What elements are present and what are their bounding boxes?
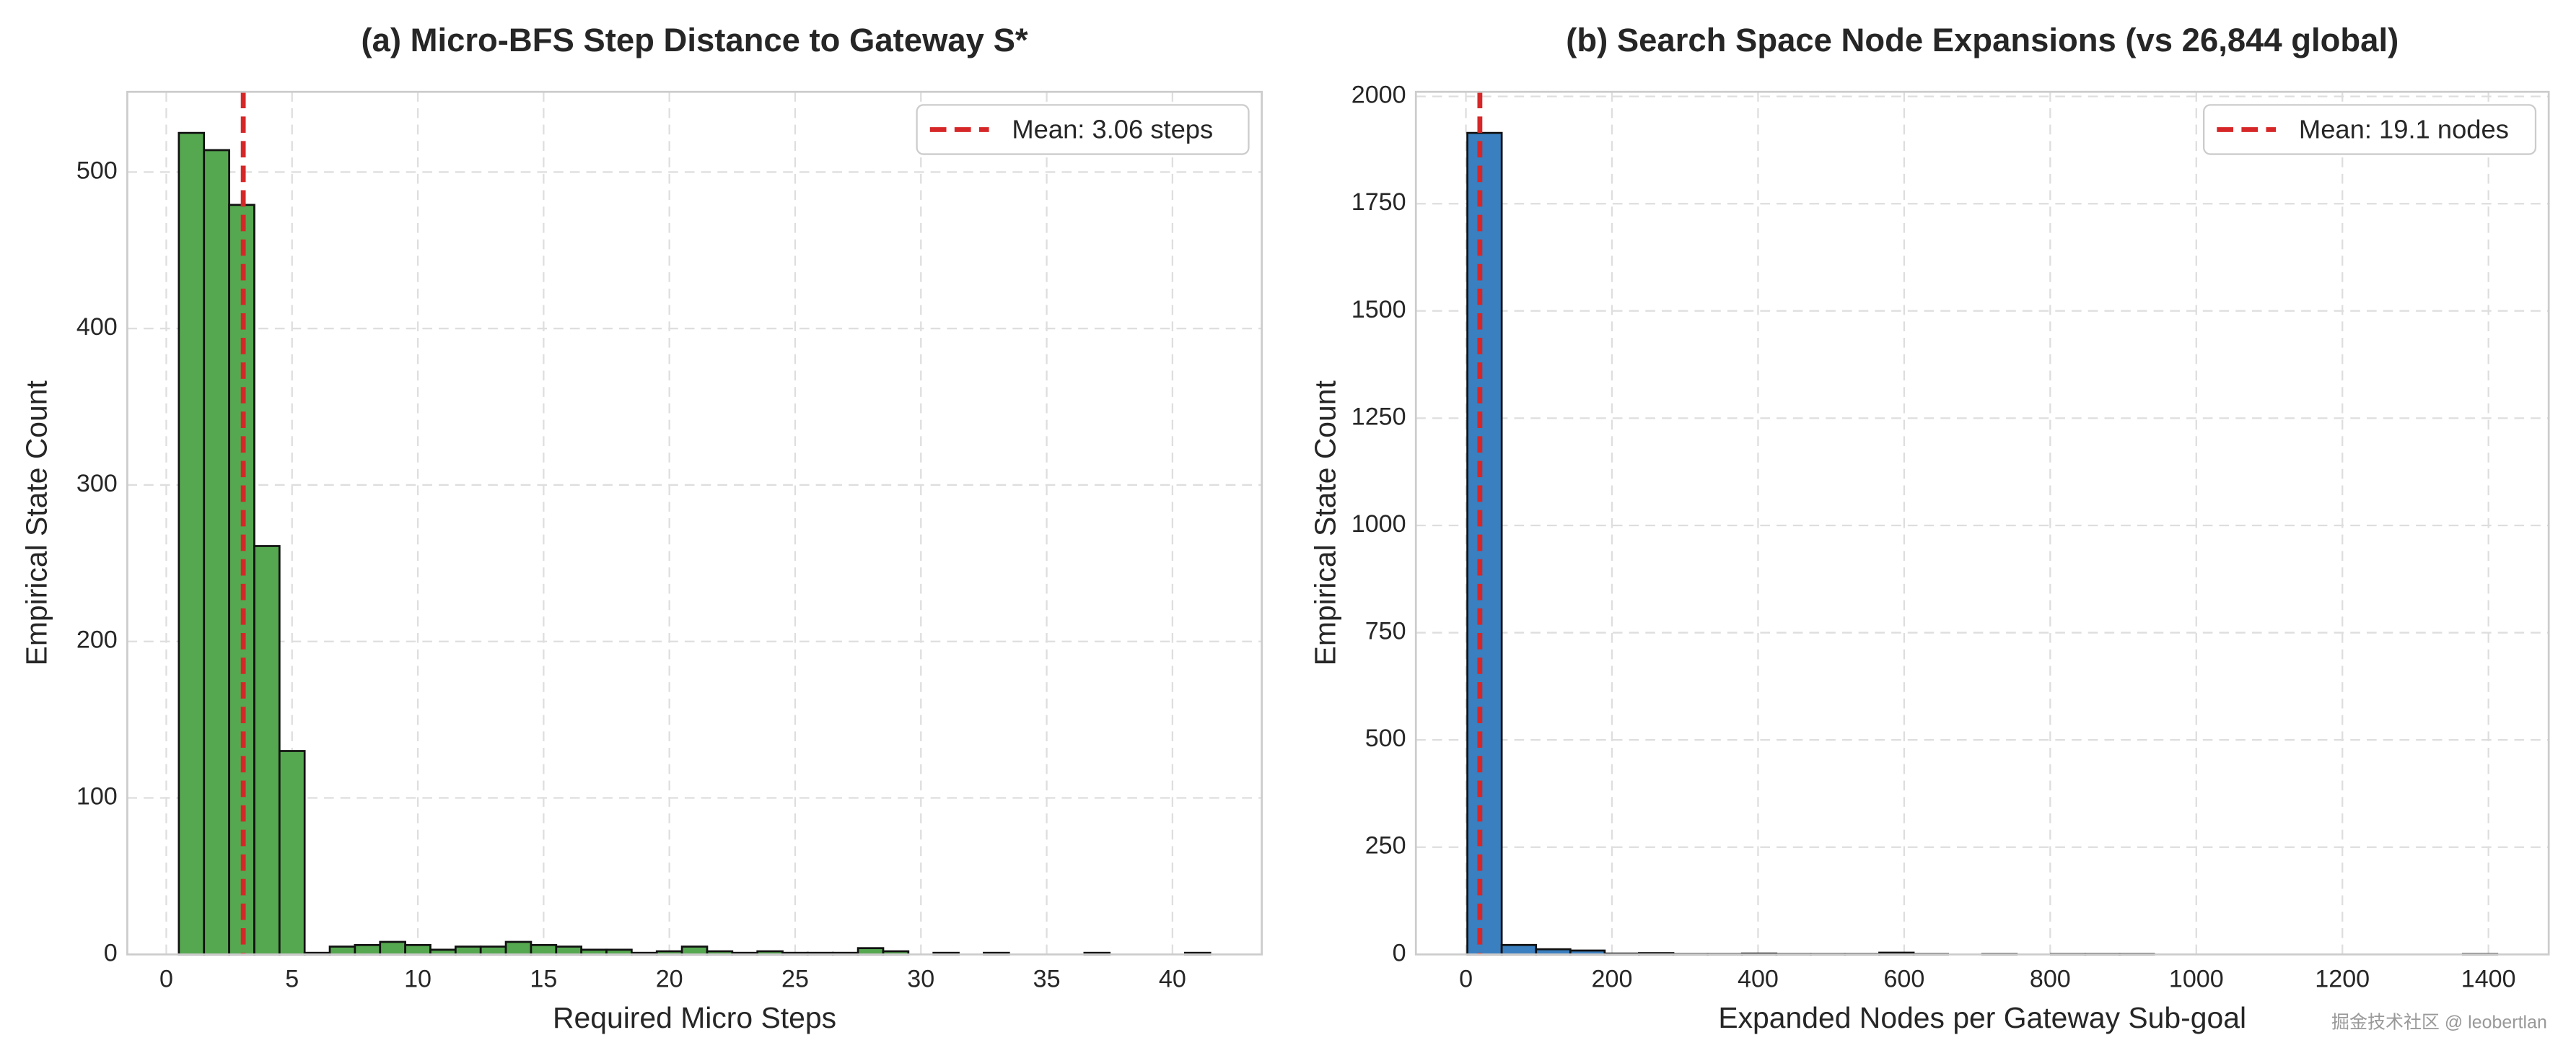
x-tick-label: 35 <box>1033 966 1061 993</box>
x-tick-label: 10 <box>404 966 431 993</box>
y-tick-label: 1250 <box>1351 403 1406 430</box>
y-tick-label: 500 <box>76 157 118 184</box>
plot-area <box>127 92 1262 955</box>
y-tick-label: 1750 <box>1351 188 1406 216</box>
bar <box>454 946 482 956</box>
bar <box>555 946 583 956</box>
x-tick-label: 1000 <box>2169 966 2224 993</box>
x-axis-label: Required Micro Steps <box>553 1001 836 1034</box>
frame <box>126 90 1263 956</box>
frame <box>1414 90 2550 956</box>
y-tick-label: 500 <box>1365 725 1406 752</box>
y-tick-label: 0 <box>1393 939 1406 966</box>
legend-label: Mean: 3.06 steps <box>1012 114 1213 144</box>
x-axis-label: Expanded Nodes per Gateway Sub-goal <box>1718 1001 2246 1034</box>
bar <box>479 946 507 956</box>
x-tick-label: 400 <box>1738 966 1779 993</box>
legend-label: Mean: 19.1 nodes <box>2299 114 2509 144</box>
y-tick-label: 1000 <box>1351 510 1406 538</box>
x-tick-label: 0 <box>159 966 173 993</box>
y-tick-label: 0 <box>104 939 118 966</box>
bar <box>1500 943 1538 956</box>
bar <box>328 946 356 956</box>
bar <box>203 149 230 956</box>
y-tick-label: 200 <box>76 626 118 654</box>
x-tick-label: 20 <box>656 966 683 993</box>
x-tick-label: 15 <box>530 966 557 993</box>
legend-box <box>916 104 1250 155</box>
chart-title: (a) Micro-BFS Step Distance to Gateway S… <box>361 22 1028 58</box>
bar <box>379 940 406 956</box>
y-tick-label: 1500 <box>1351 296 1406 323</box>
watermark: 掘金技术社区 @ leobertlan <box>2331 1012 2547 1032</box>
x-tick-label: 600 <box>1883 966 1924 993</box>
y-tick-label: 300 <box>76 470 118 497</box>
x-tick-label: 25 <box>781 966 809 993</box>
bar <box>253 545 281 956</box>
x-tick-label: 40 <box>1159 966 1186 993</box>
bar <box>354 943 382 956</box>
x-tick-label: 0 <box>1459 966 1473 993</box>
y-tick-label: 750 <box>1365 618 1406 645</box>
x-tick-label: 200 <box>1592 966 1633 993</box>
panel: 0 200 400 600 800 1000 1200 1400 0 250 500 750 1000 1… <box>1308 22 2550 1034</box>
y-axis-label: Empirical State Count <box>20 380 53 665</box>
bar <box>404 943 431 956</box>
y-axis-label: Empirical State Count <box>1308 380 1341 665</box>
bar <box>1466 131 1503 956</box>
x-tick-label: 1200 <box>2315 966 2370 993</box>
x-tick-label: 1400 <box>2461 966 2516 993</box>
y-tick-label: 250 <box>1365 832 1406 860</box>
bar <box>178 131 206 956</box>
x-tick-label: 5 <box>285 966 299 993</box>
legend-box <box>2203 104 2537 155</box>
y-tick-label: 2000 <box>1351 82 1406 109</box>
bar <box>504 940 533 956</box>
x-tick-label: 30 <box>907 966 934 993</box>
plot-area <box>1416 92 2549 955</box>
y-tick-label: 400 <box>76 313 118 341</box>
x-tick-label: 800 <box>2030 966 2071 993</box>
bar <box>680 946 709 956</box>
chart-title: (b) Search Space Node Expansions (vs 26,… <box>1566 22 2398 58</box>
bar <box>530 943 558 956</box>
y-tick-label: 100 <box>76 783 118 811</box>
bar <box>278 750 306 956</box>
